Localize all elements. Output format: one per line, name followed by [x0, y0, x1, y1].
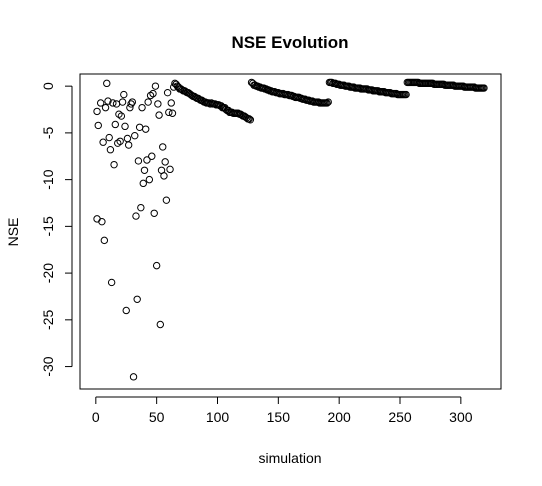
y-tick-label: -30 — [40, 356, 56, 376]
data-point — [156, 320, 165, 329]
y-tick-label: -20 — [40, 263, 56, 283]
data-point — [155, 111, 163, 119]
data-point — [149, 89, 157, 98]
data-point — [138, 103, 146, 112]
data-point — [128, 98, 137, 106]
data-point — [106, 146, 115, 154]
data-point — [159, 143, 167, 151]
data-point — [139, 179, 147, 188]
data-point — [137, 203, 145, 212]
data-point — [245, 115, 253, 123]
data-point — [110, 160, 118, 169]
y-tick-label: 0 — [40, 82, 56, 90]
data-point — [402, 90, 410, 99]
data-point — [152, 261, 161, 270]
data-point — [93, 215, 101, 223]
data-point — [112, 100, 121, 108]
data-point — [101, 103, 110, 112]
data-point — [148, 152, 156, 160]
data-point — [146, 91, 155, 100]
data-point — [94, 121, 102, 130]
data-point — [132, 212, 140, 220]
data-point — [117, 112, 126, 120]
data-point — [144, 98, 152, 106]
data-point — [163, 88, 172, 97]
x-axis: 0 50 100 150 200 250 300 — [92, 396, 473, 425]
data-point — [104, 97, 112, 105]
data-point — [145, 175, 154, 184]
y-axis-label: NSE — [5, 218, 21, 247]
data-point — [127, 100, 135, 108]
y-tick-label: -15 — [40, 216, 56, 236]
data-point — [150, 209, 158, 217]
data-point — [100, 236, 109, 245]
data-point — [154, 100, 162, 108]
data-point — [161, 158, 169, 166]
data-point — [131, 131, 139, 140]
data-point — [143, 156, 151, 164]
x-tick-label: 250 — [388, 409, 412, 425]
data-point — [124, 141, 133, 149]
data-points — [93, 78, 488, 381]
data-point — [105, 133, 113, 142]
x-tick-label: 300 — [449, 409, 473, 425]
data-point — [217, 102, 225, 110]
data-point — [166, 165, 174, 174]
data-point — [135, 123, 144, 131]
data-point — [107, 278, 116, 287]
data-point — [115, 110, 123, 118]
data-point — [96, 99, 105, 107]
y-tick-label: -5 — [40, 126, 56, 139]
data-point — [140, 166, 149, 174]
chart-title: NSE Evolution — [231, 33, 348, 52]
data-point — [99, 138, 107, 146]
data-point — [165, 108, 173, 117]
data-point — [160, 172, 168, 180]
y-tick-label: -25 — [40, 309, 56, 329]
data-point — [109, 99, 117, 107]
data-point — [118, 98, 127, 106]
data-point — [129, 373, 138, 381]
x-axis-label: simulation — [258, 450, 321, 466]
data-point — [162, 196, 171, 204]
data-point — [142, 125, 150, 133]
data-point — [103, 79, 111, 88]
data-point — [121, 122, 129, 131]
data-point — [122, 306, 130, 315]
data-point — [120, 90, 128, 99]
data-point — [134, 157, 143, 165]
data-point — [480, 84, 488, 92]
y-axis: 0 -5 -10 -15 -20 -25 -30 — [40, 82, 73, 377]
data-point — [323, 99, 331, 107]
data-point — [123, 134, 132, 143]
x-tick-label: 0 — [92, 409, 100, 425]
data-point — [133, 295, 141, 303]
data-point — [168, 109, 177, 117]
data-point — [111, 120, 119, 129]
data-point — [246, 116, 255, 124]
x-tick-label: 150 — [267, 409, 291, 425]
data-point — [324, 98, 332, 106]
data-point — [167, 99, 175, 107]
y-tick-label: -10 — [40, 169, 56, 189]
data-point — [151, 82, 160, 90]
data-point — [114, 139, 122, 147]
x-tick-label: 200 — [327, 409, 351, 425]
data-point — [93, 107, 101, 116]
plot-frame — [79, 73, 502, 390]
x-tick-label: 100 — [206, 409, 230, 425]
data-point — [116, 137, 124, 145]
data-point — [98, 217, 106, 226]
x-tick-label: 50 — [149, 409, 165, 425]
